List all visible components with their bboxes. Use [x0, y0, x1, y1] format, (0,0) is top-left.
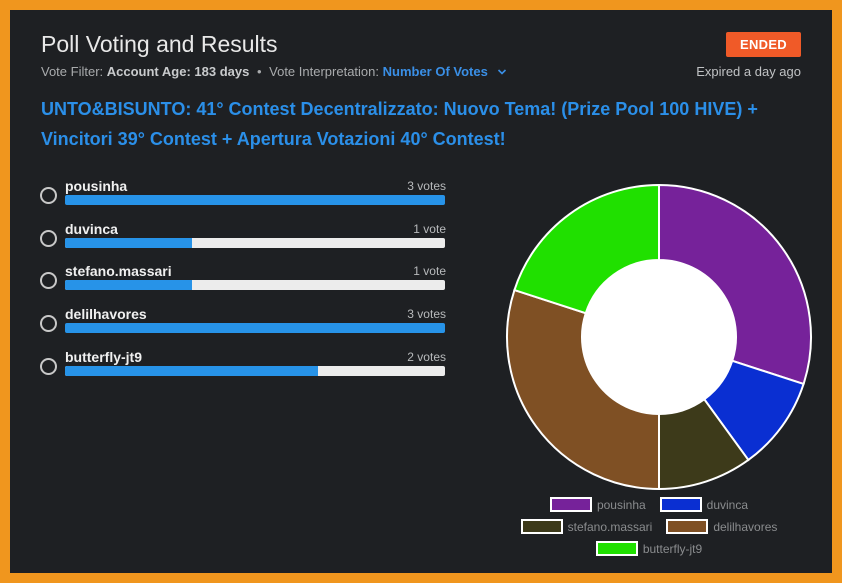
vote-interpretation-dropdown[interactable]: Number Of Votes: [383, 64, 508, 79]
legend-item-stefano-massari[interactable]: stefano.massari: [520, 519, 653, 534]
radio-button[interactable]: [40, 315, 57, 332]
legend-swatch: [549, 497, 592, 512]
radio-button[interactable]: [40, 272, 57, 289]
legend-swatch: [666, 519, 709, 534]
option-label: stefano.massari: [65, 263, 172, 279]
vote-progress-bar: [65, 195, 445, 205]
radio-button[interactable]: [40, 230, 57, 247]
vote-progress-fill: [65, 238, 192, 248]
legend-swatch: [520, 519, 563, 534]
vote-progress-bar: [65, 323, 445, 333]
option-vote-count: 1 vote: [413, 264, 446, 278]
poll-option[interactable]: delilhavores 3 votes: [40, 306, 446, 346]
poll-option[interactable]: butterfly-jt9 2 votes: [40, 349, 446, 389]
chevron-down-icon[interactable]: [497, 68, 507, 76]
status-badge: ENDED: [725, 32, 801, 57]
vote-progress-bar: [65, 280, 445, 290]
vote-progress-fill: [65, 323, 445, 333]
separator-dot: •: [256, 64, 262, 79]
legend-swatch: [659, 497, 702, 512]
chart-center-hole: [582, 260, 736, 414]
poll-option[interactable]: stefano.massari 1 vote: [40, 263, 446, 303]
poll-option[interactable]: duvinca 1 vote: [40, 221, 446, 261]
legend-item-duvinca[interactable]: duvinca: [659, 497, 749, 512]
chart-legend: pousinha duvinca stefano.massari delilha…: [494, 496, 804, 562]
option-vote-count: 3 votes: [407, 179, 446, 193]
vote-progress-bar: [65, 366, 445, 376]
expiry-text: Expired a day ago: [696, 64, 801, 79]
legend-item-pousinha[interactable]: pousinha: [549, 497, 646, 512]
option-vote-count: 3 votes: [407, 307, 446, 321]
vote-filter-line: Vote Filter: Account Age: 183 days • Vot…: [41, 64, 507, 79]
legend-item-butterfly-jt9[interactable]: butterfly-jt9: [595, 541, 703, 556]
vote-interpretation-label: Vote Interpretation:: [269, 64, 379, 79]
vote-progress-fill: [65, 280, 192, 290]
vote-filter-value: Account Age: 183 days: [106, 64, 250, 79]
vote-progress-bar: [65, 238, 445, 248]
poll-option[interactable]: pousinha 3 votes: [40, 178, 446, 218]
vote-interpretation-value[interactable]: Number Of Votes: [382, 64, 488, 79]
vote-filter-label: Vote Filter:: [41, 64, 104, 79]
radio-button[interactable]: [40, 358, 57, 375]
option-label: butterfly-jt9: [65, 349, 142, 365]
option-label: delilhavores: [65, 306, 147, 322]
radio-button[interactable]: [40, 187, 57, 204]
legend-swatch: [595, 541, 638, 556]
page-title: Poll Voting and Results: [41, 31, 278, 57]
poll-question-link[interactable]: UNTO&BISUNTO: 41° Contest Decentralizzat…: [41, 99, 758, 149]
option-vote-count: 1 vote: [413, 222, 446, 236]
legend-label: duvinca: [706, 497, 749, 512]
legend-label: delilhavores: [713, 519, 778, 534]
legend-label: stefano.massari: [567, 519, 653, 534]
option-label: pousinha: [65, 178, 128, 194]
poll-panel: Poll Voting and Results ENDED Vote Filte…: [10, 10, 832, 573]
vote-progress-fill: [65, 195, 445, 205]
legend-label: butterfly-jt9: [642, 541, 703, 556]
legend-item-delilhavores[interactable]: delilhavores: [666, 519, 777, 534]
option-vote-count: 2 votes: [407, 350, 446, 364]
vote-progress-fill: [65, 366, 319, 376]
option-label: duvinca: [65, 221, 118, 237]
votes-doughnut-chart: [506, 183, 812, 491]
legend-label: pousinha: [596, 497, 646, 512]
